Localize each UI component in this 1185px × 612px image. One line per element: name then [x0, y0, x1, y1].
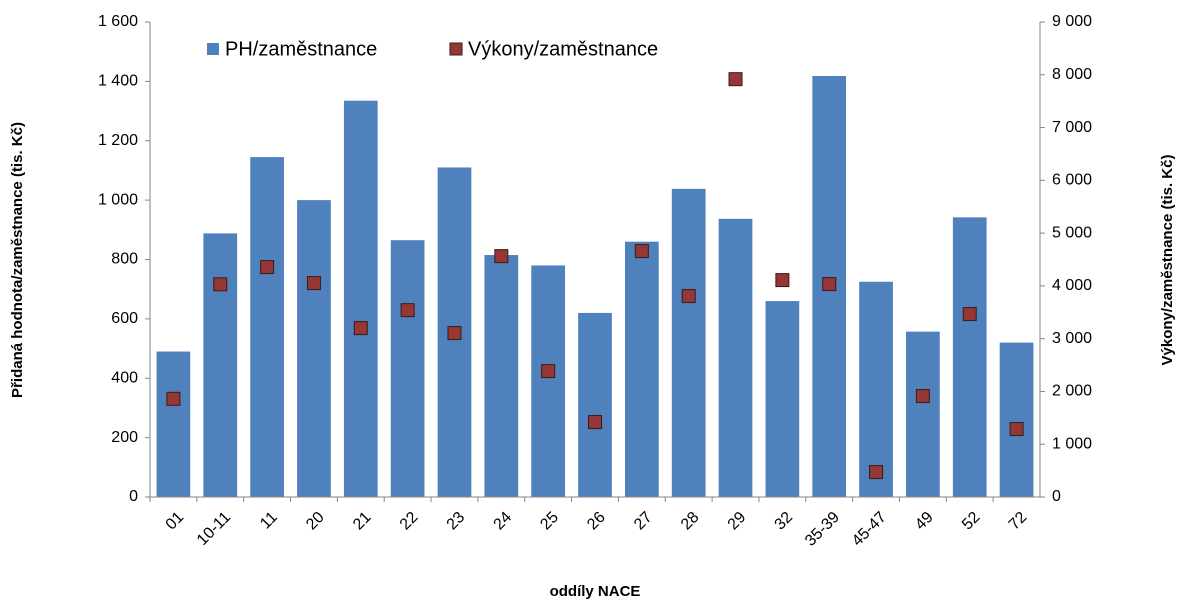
- bar: [718, 218, 753, 497]
- y2-tick-label: 2 000: [1052, 383, 1092, 400]
- legend-swatch: [449, 42, 463, 56]
- marker: [166, 391, 181, 406]
- x-tick-label: 52: [959, 509, 984, 534]
- y-tick-label: 1 600: [98, 13, 138, 30]
- marker: [681, 289, 696, 304]
- y2-tick-label: 0: [1052, 488, 1061, 505]
- y2-tick-label: 7 000: [1052, 119, 1092, 136]
- x-tick-label: 72: [1006, 509, 1031, 534]
- x-tick-label: 49: [912, 509, 937, 534]
- legend-swatch: [207, 43, 219, 55]
- x-axis-title: oddíly NACE: [550, 583, 641, 600]
- x-tick-label: 23: [444, 509, 469, 534]
- y2-tick-label: 3 000: [1052, 330, 1092, 347]
- bar: [390, 240, 425, 497]
- x-tick-label: 32: [772, 509, 797, 534]
- x-tick-label: 45-47: [849, 509, 890, 550]
- bar: [203, 233, 238, 497]
- marker: [213, 277, 228, 292]
- legend-label: PH/zaměstnance: [225, 38, 377, 60]
- y-tick-label: 200: [111, 429, 138, 446]
- y2-tick-label: 4 000: [1052, 277, 1092, 294]
- marker: [447, 326, 462, 341]
- bar: [624, 241, 659, 497]
- x-tick-label: 26: [584, 509, 609, 534]
- marker: [400, 303, 415, 318]
- y2-tick-label: 5 000: [1052, 224, 1092, 241]
- y-tick-label: 600: [111, 310, 138, 327]
- bar: [343, 100, 378, 497]
- marker: [494, 249, 509, 264]
- marker: [588, 415, 602, 430]
- y-tick-label: 1 200: [98, 132, 138, 149]
- x-tick-label: 35-39: [802, 509, 843, 550]
- x-tick-label: 10-11: [194, 509, 234, 549]
- marker: [634, 244, 649, 259]
- x-tick-label: 28: [678, 509, 703, 534]
- bar: [297, 200, 331, 497]
- x-tick-label: 21: [350, 509, 375, 534]
- bar: [765, 301, 800, 497]
- y2-tick-label: 6 000: [1052, 172, 1092, 189]
- marker: [1009, 422, 1024, 437]
- marker: [306, 276, 321, 291]
- marker: [915, 389, 930, 404]
- x-tick-label: 27: [631, 509, 656, 534]
- bar: [250, 157, 284, 497]
- marker: [869, 465, 884, 480]
- y-tick-label: 400: [111, 369, 138, 386]
- y-axis-title: Přidaná hodnota/zaměstnance (tis. Kč): [9, 122, 26, 398]
- marker: [260, 260, 275, 275]
- x-tick-label: 22: [397, 509, 422, 534]
- legend-label: Výkony/zaměstnance: [468, 38, 658, 60]
- x-tick-label: 11: [257, 509, 281, 533]
- y-tick-label: 1 000: [98, 191, 138, 208]
- y-tick-label: 0: [129, 488, 138, 505]
- bar: [671, 188, 706, 497]
- marker: [541, 364, 556, 379]
- y2-tick-label: 8 000: [1052, 66, 1092, 83]
- bar: [531, 265, 566, 497]
- bar: [999, 342, 1034, 497]
- x-tick-label: 20: [303, 509, 328, 534]
- bar: [952, 217, 987, 497]
- x-tick-label: 25: [537, 509, 562, 534]
- marker: [353, 321, 368, 336]
- y2-tick-label: 1 000: [1052, 435, 1092, 452]
- y2-tick-label: 9 000: [1052, 13, 1092, 30]
- y-tick-label: 800: [111, 251, 138, 268]
- x-tick-label: 29: [725, 509, 750, 534]
- x-tick-label: 01: [163, 509, 188, 534]
- bar: [156, 351, 191, 497]
- x-tick-label: 24: [491, 509, 516, 534]
- marker: [728, 72, 743, 87]
- bar: [859, 281, 893, 497]
- marker: [822, 277, 837, 292]
- bar: [484, 255, 519, 497]
- bar: [906, 331, 940, 497]
- marker: [962, 307, 977, 322]
- y2-axis-title: Výkony/zaměstnance (tis. Kč): [1159, 155, 1176, 366]
- y-tick-label: 1 400: [98, 73, 138, 90]
- marker: [775, 273, 790, 288]
- bar: [578, 312, 612, 497]
